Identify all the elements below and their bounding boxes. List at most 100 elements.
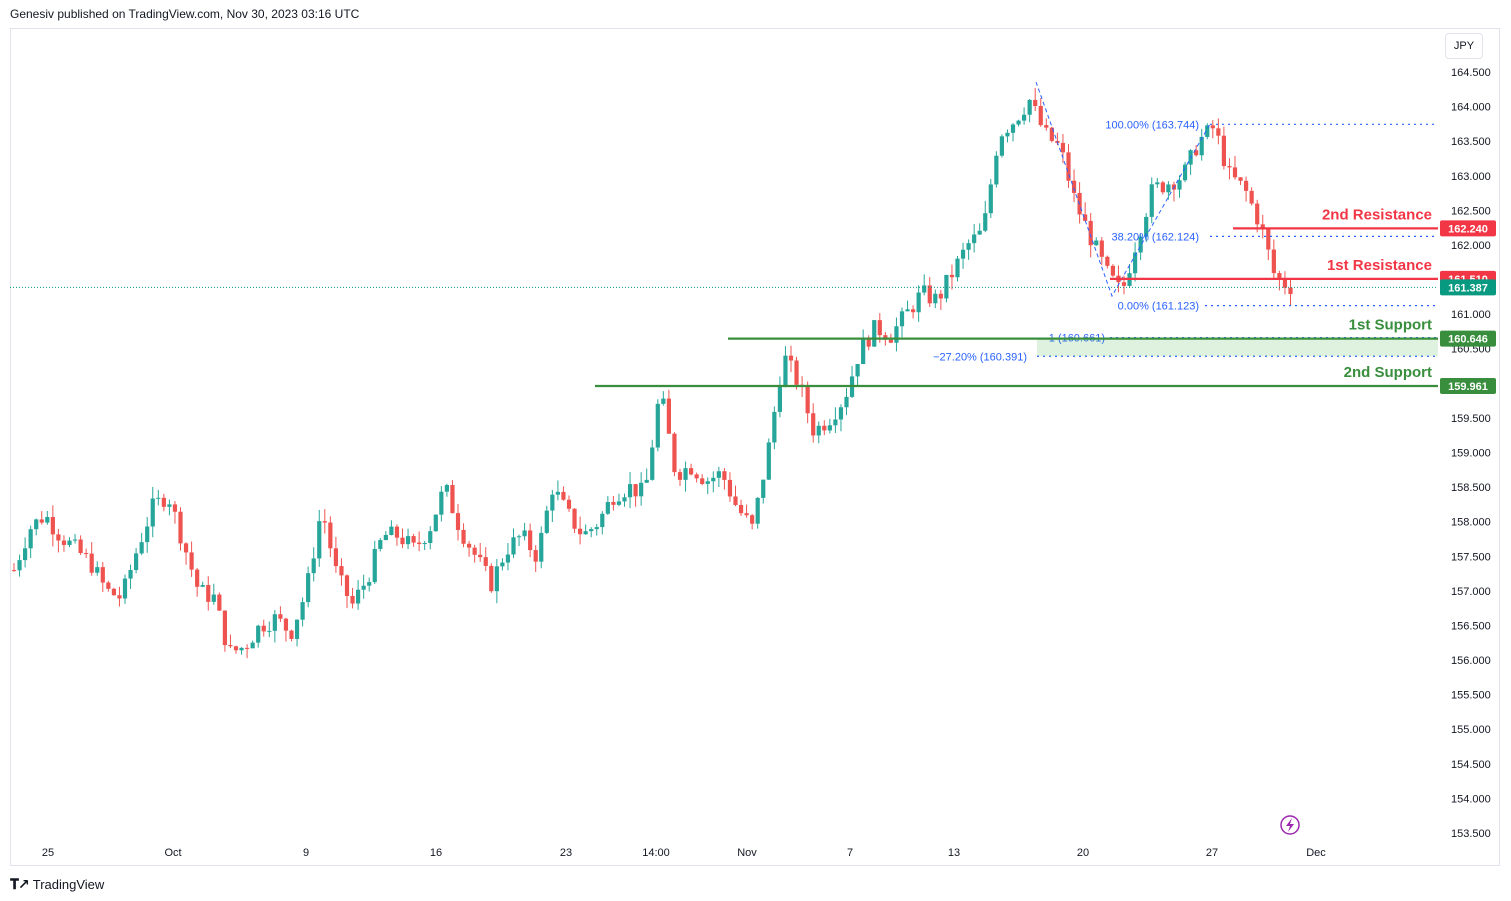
candle-body [378,540,383,549]
candle-body [433,514,438,532]
y-tick-label: 158.000 [1451,517,1491,529]
candle-body [611,502,616,505]
candle-body [239,647,244,651]
candle-body [1210,125,1215,129]
candle-body [1144,216,1149,237]
candle-body [650,447,655,480]
candle-body [761,479,766,498]
candle-body [50,517,55,535]
fib-extension-zone [1037,337,1438,357]
candle-body [161,497,166,507]
candle-body [522,530,527,537]
candle-body [17,560,22,571]
candle-body [100,567,105,583]
candle-body [134,553,139,571]
candle-body [1094,240,1099,246]
candle-body [394,526,400,538]
lightning-bolt-icon [1286,818,1294,832]
candle-body [1221,135,1226,167]
candle-body [1271,249,1276,274]
candle-body [994,155,999,185]
candle-body [1249,190,1254,204]
candle-body [555,491,560,495]
candle-body [1049,127,1054,141]
candle-body [738,504,744,514]
candle-body [583,531,588,535]
candle-body [689,468,694,475]
currency-selector[interactable]: JPY [1445,33,1483,59]
candle-body [788,355,794,361]
candle-body [489,565,494,592]
candle-body [228,645,233,647]
candle-body [417,542,422,545]
candle-body [267,630,272,632]
candle-body [977,230,982,235]
candle-body [1282,279,1288,288]
candle-body [467,543,472,548]
candle-body [894,326,899,343]
level-label: 2nd Support [1344,364,1432,381]
candle-body [272,614,277,631]
candle-body [927,285,932,304]
y-tick-label: 159.500 [1451,413,1491,425]
x-tick-label: Nov [737,847,757,859]
candle-body [444,485,449,492]
candle-body [89,553,94,573]
candle-body [877,320,882,336]
fib-level-label: 38.20% (162.124) [1112,231,1199,243]
candle-body [578,528,583,535]
candle-body [1244,180,1249,191]
candle-body [1199,136,1204,156]
candle-body [1238,177,1243,181]
x-tick-label: 20 [1077,847,1089,859]
y-tick-label: 160.500 [1451,344,1491,356]
candle-body [500,562,505,567]
candle-body [600,513,605,528]
y-tick-label: 162.500 [1451,205,1491,217]
x-tick-label: 25 [42,847,54,859]
candle-body [938,293,943,299]
price-badge [1440,378,1496,395]
candle-body [505,554,511,563]
drawings: 100.00% (163.744) 38.20% (162.124) 0.00% (… [10,81,1438,835]
candle-body [1083,214,1088,221]
y-tick-label: 157.500 [1451,551,1491,563]
price-badge-label: 162.240 [1448,223,1488,235]
candle-body [256,625,261,643]
candle-body [516,536,522,538]
candle-body [483,557,488,566]
candle-body [289,630,294,639]
x-tick-label: 27 [1206,847,1218,859]
fib-level-label: 100.00% (163.744) [1105,119,1199,131]
candle-body [1216,128,1221,136]
x-tick-label: 13 [948,847,960,859]
candle-body [45,517,50,523]
candle-body [400,537,405,545]
y-tick-label: 164.500 [1451,67,1491,79]
candle-body [949,274,955,278]
candle-body [95,567,100,573]
candle-body [72,539,78,541]
y-tick-label: 163.500 [1451,136,1491,148]
candle-body [744,513,749,516]
candle-body [727,479,733,497]
tradingview-logo-icon: 𝐓↗ [10,876,30,892]
candle-body [966,243,971,250]
candle-body [1060,142,1066,153]
candle-body [455,513,461,530]
candle-body [766,442,771,480]
y-tick-label: 161.000 [1451,309,1491,321]
candle-body [39,519,44,523]
candle-body [1194,150,1199,156]
candle-body [217,594,222,611]
candle-body [711,477,716,482]
candle-body [733,496,738,505]
candle-body [145,526,150,543]
candle-body [572,508,577,529]
tradingview-brand[interactable]: 𝐓↗ TradingView [10,876,104,893]
candle-body [722,471,727,480]
candle-body [84,552,89,554]
candle-body [300,602,305,620]
candle-body [167,504,172,507]
